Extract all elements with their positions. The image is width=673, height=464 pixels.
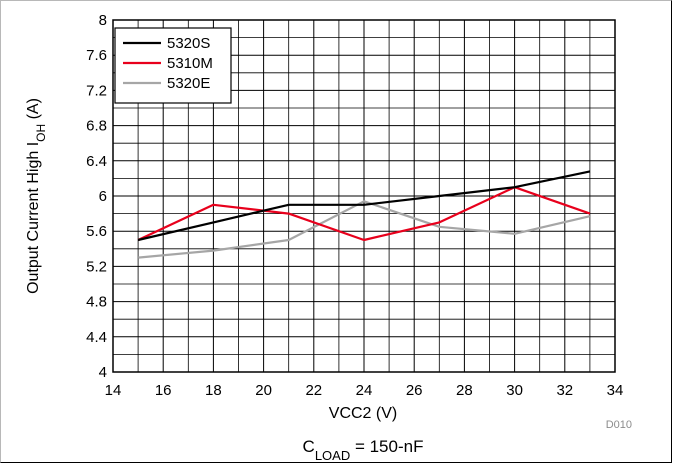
legend-label-5320E: 5320E	[167, 75, 210, 92]
x-tick-label: 28	[456, 382, 473, 399]
y-tick-labels: 4 4.4 4.8 5.2 5.6 6 6.4 6.8 7.2 7.6 8	[86, 12, 107, 381]
x-tick-label: 16	[155, 382, 172, 399]
y-tick-label: 5.6	[86, 223, 107, 240]
x-tick-label: 24	[356, 382, 373, 399]
x-tick-label: 26	[406, 382, 423, 399]
y-tick-label: 4.8	[86, 294, 107, 311]
y-tick-label: 7.6	[86, 47, 107, 64]
plot-border	[112, 19, 616, 373]
y-axis-title: Output Current High IOH (A)	[25, 98, 48, 294]
y-tick-label: 6	[99, 188, 107, 205]
x-tick-label: 20	[255, 382, 272, 399]
legend-label-5320S: 5320S	[167, 35, 210, 52]
series-line-5320E	[137, 200, 591, 259]
y-tick-label: 4	[99, 364, 107, 381]
x-tick-label: 32	[556, 382, 573, 399]
y-tick-label: 5.2	[86, 258, 107, 275]
x-tick-label: 34	[607, 382, 624, 399]
series-line-5320S	[137, 170, 591, 242]
x-axis-title: VCC2 (V)	[329, 405, 397, 422]
series-layer	[137, 170, 591, 259]
x-tick-label: 22	[305, 382, 322, 399]
y-tick-label: 8	[99, 12, 107, 29]
x-tick-label: 30	[506, 382, 523, 399]
legend-box	[114, 27, 232, 104]
y-tick-label: 6.4	[86, 153, 107, 170]
x-tick-label: 14	[105, 382, 122, 399]
y-tick-label: 7.2	[86, 82, 107, 99]
legend-label-5310M: 5310M	[167, 55, 213, 72]
y-tick-label: 4.4	[86, 329, 107, 346]
x-tick-labels: 14 16 18 20 22 24 26 28 30 32 34	[105, 382, 624, 399]
y-tick-label: 6.8	[86, 118, 107, 135]
legend: 5320S 5310M 5320E	[114, 27, 232, 104]
caption: CLOAD = 150-nF	[303, 437, 424, 463]
figure-id: D010	[606, 419, 632, 431]
x-tick-label: 18	[205, 382, 222, 399]
